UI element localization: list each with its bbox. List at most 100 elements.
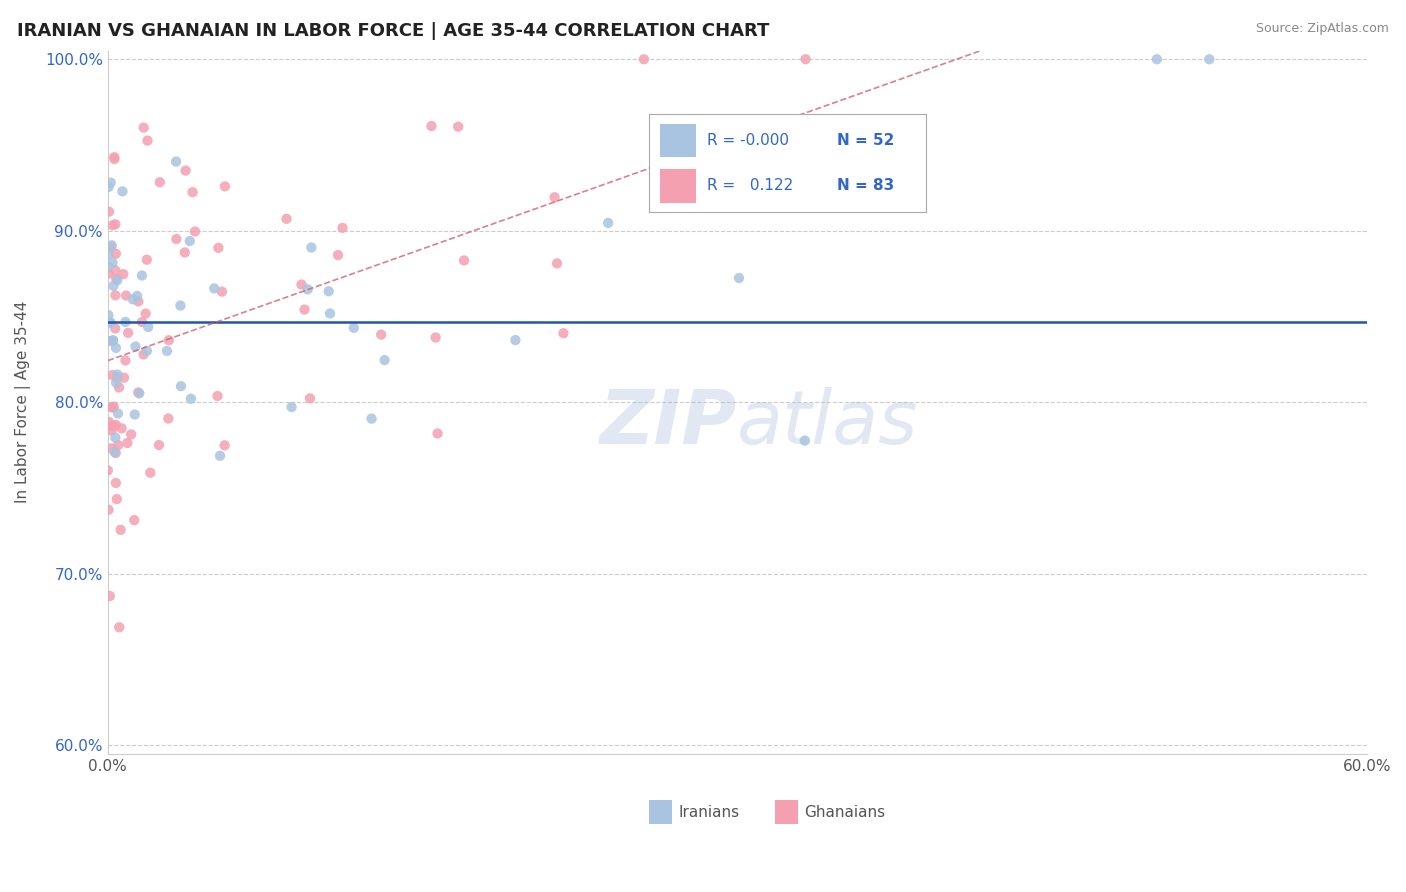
Point <box>104 417 127 432</box>
Point <box>103 400 125 414</box>
Point <box>124 340 146 354</box>
Text: atlas: atlas <box>737 387 918 459</box>
Point <box>115 288 138 302</box>
Point <box>370 327 392 342</box>
Point <box>104 263 127 277</box>
Point <box>104 446 127 460</box>
Point <box>97 180 120 194</box>
Point <box>290 277 312 292</box>
Point <box>100 238 122 252</box>
Text: ZIP: ZIP <box>600 387 737 460</box>
Point <box>181 185 204 199</box>
Point <box>108 620 131 634</box>
Point <box>319 306 342 320</box>
Point <box>105 273 128 287</box>
Point <box>149 175 172 189</box>
Point <box>202 281 225 295</box>
Point <box>128 386 150 401</box>
Point <box>107 368 129 382</box>
Point <box>180 392 202 406</box>
Point <box>174 163 197 178</box>
Point <box>104 431 127 445</box>
Point <box>211 285 233 299</box>
Point <box>207 241 229 255</box>
Point <box>104 246 127 260</box>
Point <box>343 320 366 334</box>
Text: IRANIAN VS GHANAIAN IN LABOR FORCE | AGE 35-44 CORRELATION CHART: IRANIAN VS GHANAIAN IN LABOR FORCE | AGE… <box>17 22 769 40</box>
Point <box>170 379 193 393</box>
Point <box>97 259 120 273</box>
Point <box>169 299 191 313</box>
Point <box>332 220 354 235</box>
Point <box>97 267 120 281</box>
Point <box>100 316 122 330</box>
Point <box>101 334 124 348</box>
Point <box>117 326 139 340</box>
Point <box>104 341 127 355</box>
Point <box>294 302 316 317</box>
Point <box>100 240 122 254</box>
Point <box>179 234 201 248</box>
Text: Source: ZipAtlas.com: Source: ZipAtlas.com <box>1256 22 1389 36</box>
Point <box>136 320 159 334</box>
Point <box>127 289 149 303</box>
Point <box>276 211 298 226</box>
Point <box>124 408 146 422</box>
Point <box>105 272 128 286</box>
Point <box>114 315 136 329</box>
Point <box>101 255 124 269</box>
Point <box>280 400 302 414</box>
Point <box>425 330 447 344</box>
Text: Ghanaians: Ghanaians <box>804 805 886 820</box>
Point <box>131 315 153 329</box>
Point <box>132 120 155 135</box>
Point <box>127 385 149 400</box>
Point <box>104 445 127 459</box>
Point <box>103 401 125 415</box>
Point <box>543 190 565 204</box>
Point <box>297 282 319 296</box>
Point <box>505 333 527 347</box>
Point <box>97 247 120 261</box>
Point <box>298 392 321 406</box>
Point <box>103 150 125 164</box>
Point <box>453 253 475 268</box>
Point <box>104 475 127 490</box>
Point <box>165 154 187 169</box>
Point <box>104 288 127 302</box>
Point <box>728 271 751 285</box>
Point <box>97 463 120 477</box>
Point <box>100 176 122 190</box>
Point <box>103 152 125 166</box>
Point <box>101 419 124 434</box>
Point <box>104 321 127 335</box>
Point <box>105 376 128 390</box>
Point <box>214 179 236 194</box>
Point <box>111 421 134 435</box>
Point <box>112 370 135 384</box>
Point <box>157 333 180 347</box>
Point <box>101 333 124 347</box>
Point <box>209 449 232 463</box>
Point <box>299 240 322 254</box>
Point <box>104 217 127 231</box>
Point <box>97 334 120 348</box>
Point <box>598 216 620 230</box>
Y-axis label: In Labor Force | Age 35-44: In Labor Force | Age 35-44 <box>15 301 31 503</box>
Point <box>156 343 179 358</box>
Point <box>98 204 121 219</box>
Point <box>318 285 340 299</box>
Point <box>165 232 187 246</box>
Point <box>98 589 121 603</box>
Point <box>98 316 121 330</box>
Point <box>110 523 132 537</box>
Point <box>114 353 136 368</box>
Point <box>107 407 129 421</box>
Point <box>135 307 157 321</box>
Point <box>100 424 122 438</box>
Point <box>100 442 122 456</box>
Point <box>98 415 121 429</box>
Point <box>675 189 697 203</box>
Point <box>103 278 125 293</box>
Point <box>794 52 817 66</box>
